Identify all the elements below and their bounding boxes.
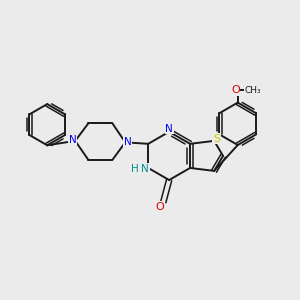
Text: N: N [69,135,77,145]
Text: N: N [141,164,149,173]
Text: N: N [165,124,173,134]
Text: O: O [155,202,164,212]
Text: H: H [131,164,139,173]
Text: O: O [231,85,240,95]
Text: CH₃: CH₃ [245,86,261,95]
Text: S: S [213,134,220,143]
Text: N: N [124,137,131,147]
